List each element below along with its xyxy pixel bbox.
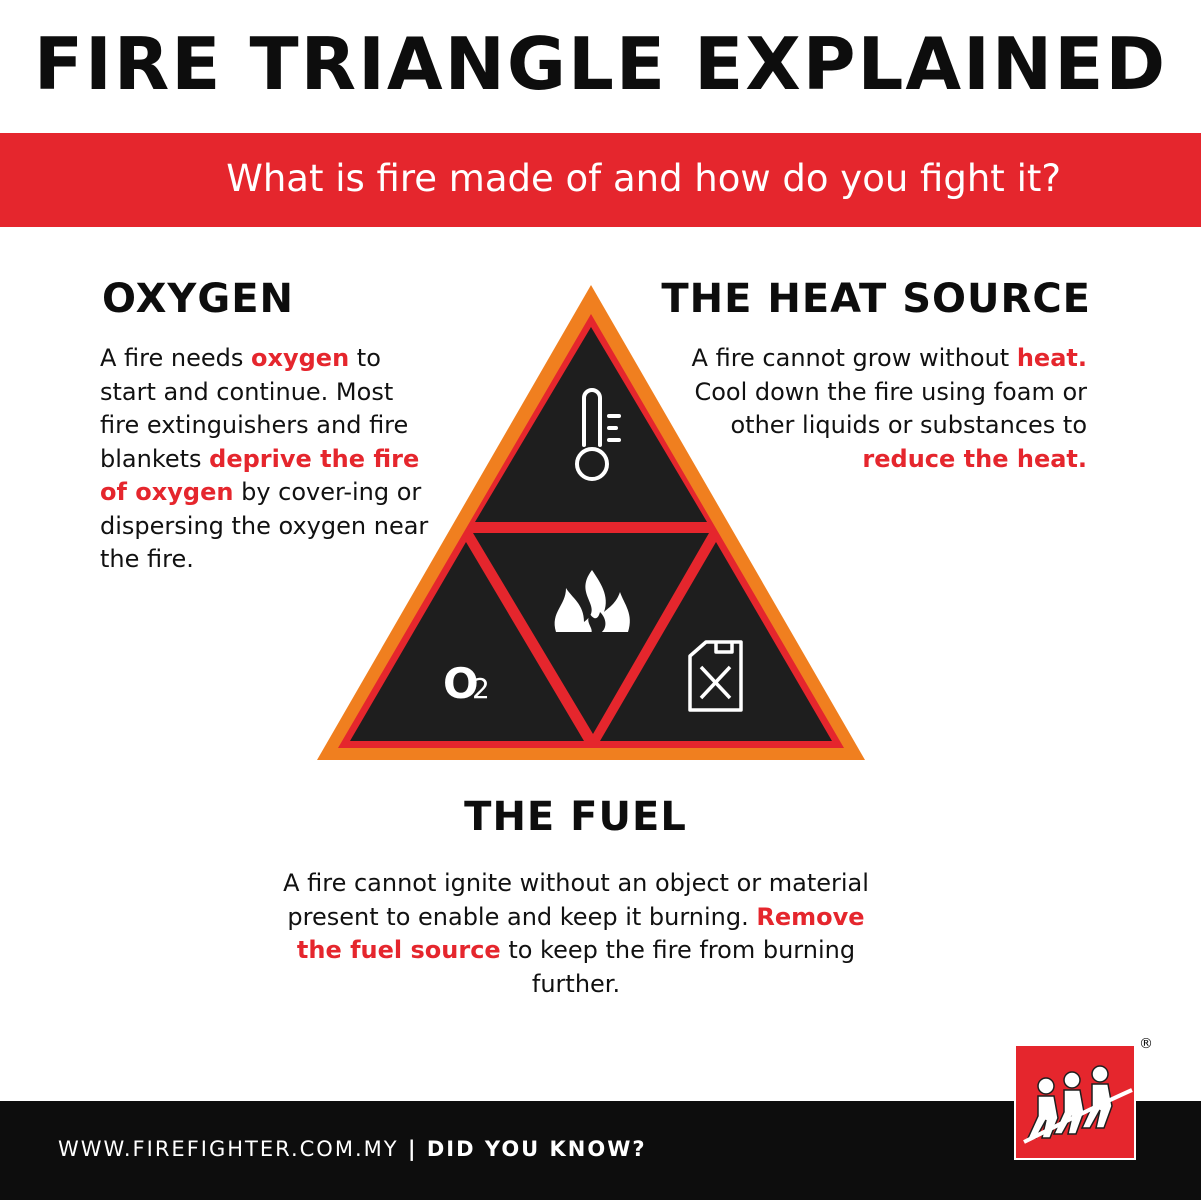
oxygen-highlight-1: oxygen: [251, 344, 350, 372]
oxygen-text-1: A fire needs: [100, 344, 252, 372]
heat-highlight-1: heat.: [1016, 344, 1087, 372]
fuel-can-icon: [688, 640, 743, 712]
firefighter-logo: [1014, 1044, 1136, 1160]
footer-text: WWW.FIREFIGHTER.COM.MY | DID YOU KNOW?: [58, 1137, 647, 1161]
fire-icon: [554, 570, 630, 636]
thermometer-icon: [575, 388, 621, 481]
footer-separator: |: [398, 1137, 427, 1161]
triangle-left-panel: [350, 542, 584, 741]
triangle-top-panel: [475, 327, 707, 522]
fuel-text-2: to keep the fire from burning further.: [500, 936, 856, 998]
heat-description: A fire cannot grow without heat. Cool do…: [687, 342, 1087, 476]
footer-tagline: DID YOU KNOW?: [426, 1137, 647, 1161]
o2-label: O: [443, 659, 479, 708]
subtitle: What is fire made of and how do you figh…: [226, 157, 1061, 200]
heat-text-1: A fire cannot grow without: [691, 344, 1017, 372]
heat-highlight-2: reduce the heat.: [862, 444, 1087, 473]
fuel-description: A fire cannot ignite without an object o…: [270, 867, 882, 1001]
oxygen-text-3: by cover-ing or dispersing the oxygen ne…: [100, 478, 429, 573]
oxygen-highlight-2: deprive the fire of oxygen: [100, 444, 420, 507]
fuel-highlight-1: Remove the fuel source: [296, 902, 865, 965]
o2-subscript: 2: [472, 672, 490, 705]
subtitle-banner: What is fire made of and how do you figh…: [0, 133, 1201, 227]
registered-mark: ®: [1139, 1036, 1153, 1052]
fuel-text-1: A fire cannot ignite without an object o…: [283, 869, 869, 931]
oxygen-heading: OXYGEN: [102, 276, 295, 322]
heat-heading: THE HEAT SOURCE: [661, 276, 1091, 322]
oxygen-text-2: to start and continue. Most fire extingu…: [100, 344, 409, 473]
footer-bar: WWW.FIREFIGHTER.COM.MY | DID YOU KNOW?: [0, 1101, 1201, 1200]
oxygen-description: A fire needs oxygen to start and continu…: [100, 342, 440, 577]
triangle-center-panel: [473, 533, 709, 734]
page-title: FIRE TRIANGLE EXPLAINED: [33, 22, 1168, 106]
heat-text-2: Cool down the fire using foam or other l…: [694, 377, 1087, 440]
fuel-heading: THE FUEL: [464, 794, 687, 840]
footer-url[interactable]: WWW.FIREFIGHTER.COM.MY: [58, 1137, 399, 1161]
firefighters-logo-icon: [1023, 1065, 1133, 1144]
o2-icon: O 2: [443, 659, 490, 708]
